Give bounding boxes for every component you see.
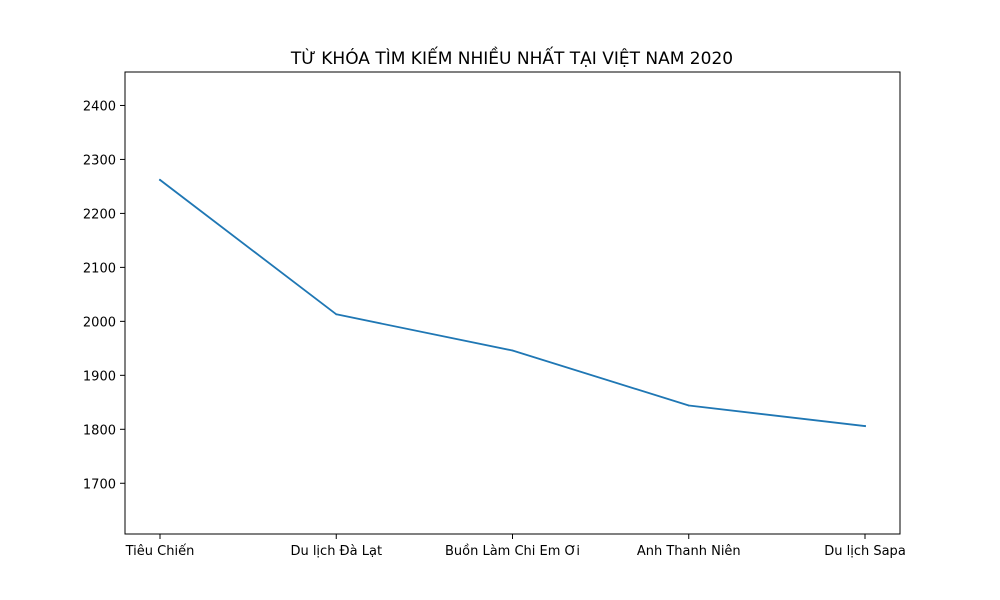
x-tick-label: Du lịch Sapa — [824, 544, 906, 559]
data-point — [864, 425, 866, 427]
y-tick-label: 2000 — [83, 315, 116, 330]
plot-frame — [124, 71, 901, 535]
data-point — [159, 179, 161, 181]
y-tick-label: 2200 — [83, 207, 116, 222]
x-tick-label: Anh Thanh Niên — [637, 544, 741, 559]
y-tick-label: 1800 — [83, 423, 116, 438]
y-tick-label: 1900 — [83, 369, 116, 384]
plot-series — [158, 178, 866, 428]
y-tick-label: 2400 — [83, 99, 116, 114]
data-point — [511, 349, 514, 352]
y-tick-label: 1700 — [83, 477, 116, 492]
x-axis: Tiêu Chiến Du lịch Đà Lạt Buồn Làm Chi Em … — [125, 534, 906, 559]
x-tick-label: Tiêu Chiến — [125, 544, 195, 559]
chart-title: TỪ KHÓA TÌM KIẾM NHIỀU NHẤT TẠI VIỆT NAM… — [290, 45, 733, 69]
y-axis: 1700 1800 1900 2000 2100 2200 2300 2400 — [83, 99, 125, 492]
y-tick-label: 2100 — [83, 261, 116, 276]
data-point — [687, 404, 690, 407]
y-tick-label: 2300 — [83, 153, 116, 168]
x-tick-label: Du lịch Đà Lạt — [290, 544, 382, 559]
x-tick-label: Buồn Làm Chi Em Ơi — [445, 544, 580, 559]
data-point — [335, 313, 338, 316]
series-line — [158, 178, 866, 428]
